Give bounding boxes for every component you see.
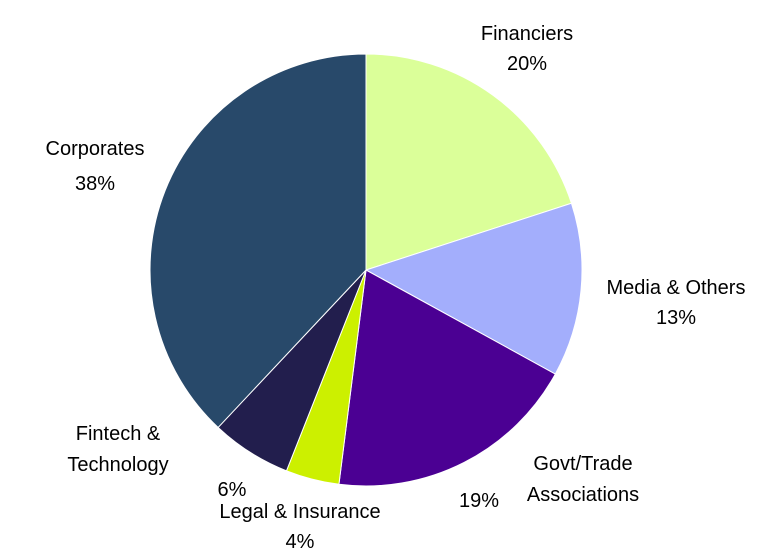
label-govt-trade: Govt/Trade Associations 19% (459, 453, 639, 512)
slice-value-legal-insurance: 4% (286, 531, 315, 550)
slice-value-govt-trade: 19% (459, 490, 499, 512)
label-financiers: Financiers 20% (481, 23, 573, 75)
pie-slice-corporates (149, 53, 367, 429)
slice-value-financiers: 20% (507, 53, 547, 75)
slice-value-fintech: 6% (218, 479, 247, 501)
pie-slice-media-others (364, 202, 583, 375)
pie-slice-govt-trade-associations (338, 269, 556, 487)
slice-label-fintech-line1: Fintech & (76, 423, 161, 445)
label-corporates: Corporates 38% (46, 138, 145, 195)
slice-label-corporates: Corporates (46, 138, 145, 160)
slice-value-media-others: 13% (656, 307, 696, 329)
slice-label-govt-trade-line2: Associations (527, 484, 639, 506)
label-fintech-technology: Fintech & Technology 6% (67, 423, 246, 501)
label-media-others: Media & Others 13% (607, 277, 746, 329)
slice-label-fintech-line2: Technology (67, 454, 168, 476)
slice-label-financiers: Financiers (481, 23, 573, 45)
pie-slices (149, 53, 583, 487)
slice-label-govt-trade-line1: Govt/Trade (533, 453, 632, 475)
slice-label-legal-insurance: Legal & Insurance (219, 501, 380, 523)
label-legal-insurance: Legal & Insurance 4% (219, 501, 380, 550)
pie-slice-financiers (365, 53, 573, 271)
slice-value-corporates: 38% (75, 173, 115, 195)
slice-label-media-others: Media & Others (607, 277, 746, 299)
